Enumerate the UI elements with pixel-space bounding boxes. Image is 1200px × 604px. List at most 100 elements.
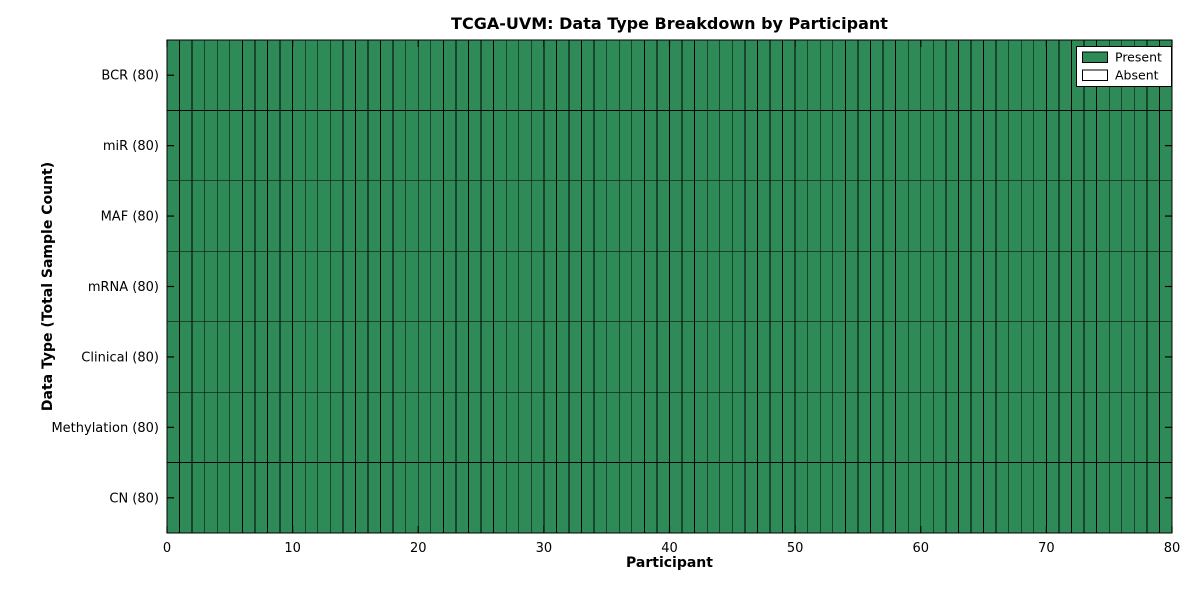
heatmap-cell [254,250,268,323]
heatmap-cell [279,321,293,393]
heatmap-cell [329,250,344,323]
heatmap-cell [1046,462,1060,534]
heatmap-cell [731,180,746,252]
heatmap-cell [1096,110,1110,182]
heatmap-cell [1020,180,1035,252]
heatmap-cell [304,39,319,111]
heatmap-cell [907,39,922,111]
heatmap-cell [254,462,268,534]
heatmap-cell [242,321,256,393]
heatmap-cell [556,321,570,393]
heatmap-cell [1058,39,1072,111]
heatmap-cell [1146,321,1160,393]
heatmap-cell [443,110,457,182]
heatmap-cell [254,391,268,463]
heatmap-cell [1071,321,1085,393]
heatmap-cell [744,39,758,111]
heatmap-cell [757,250,771,323]
heatmap-cell [329,110,344,182]
heatmap-cell [1096,321,1110,393]
heatmap-cell [832,391,846,463]
heatmap-cell [1146,462,1160,534]
heatmap-cell [392,39,407,111]
heatmap-cell [644,180,658,252]
heatmap-cell [417,391,432,463]
heatmap-cell [681,39,695,111]
heatmap-cell [606,391,620,463]
heatmap-cell [1008,462,1022,534]
heatmap-cell [1020,321,1035,393]
legend-label-absent: Absent [1115,68,1159,83]
heatmap-cell [669,39,683,111]
heatmap-cell [932,180,947,252]
heatmap-cell [380,110,394,182]
heatmap-cell [317,250,331,323]
heatmap-cell [480,39,494,111]
heatmap-cell [468,39,482,111]
heatmap-cell [581,391,595,463]
heatmap-cell [254,110,268,182]
heatmap-cell [819,321,834,393]
heatmap-cell [216,180,231,252]
heatmap-cell [342,462,356,534]
heatmap-cell [819,391,834,463]
heatmap-cell [405,391,419,463]
heatmap-cell [731,110,746,182]
heatmap-cell [593,180,608,252]
heatmap-cell [694,321,708,393]
heatmap-cell [769,321,783,393]
heatmap-cell [1046,321,1060,393]
heatmap-cell [995,391,1010,463]
heatmap-cell [618,110,633,182]
axis-tick-labels: 0 10 20 30 40 50 60 70 80 BCR (80) miR (80) MAF (80… [51,69,1180,556]
heatmap-cell [706,321,721,393]
heatmap-cell [706,391,721,463]
heatmap-cell [405,462,419,534]
heatmap-cell [644,321,658,393]
heatmap-cell [932,321,947,393]
heatmap-cell [895,321,909,393]
heatmap-cell [480,321,494,393]
heatmap-cell [706,39,721,111]
heatmap-cell [782,39,796,111]
heatmap-cell [417,180,432,252]
heatmap-cell [1046,391,1060,463]
heatmap-cell [430,110,444,182]
heatmap-cell [794,39,809,111]
heatmap-cell [493,180,507,252]
heatmap-cell [870,250,884,323]
heatmap-cell [1046,39,1060,111]
heatmap-cell [355,180,369,252]
heatmap-cell [342,391,356,463]
heatmap-cell [932,250,947,323]
chart-title: TCGA-UVM: Data Type Breakdown by Partici… [451,14,888,33]
heatmap-cell [757,39,771,111]
heatmap-cell [581,110,595,182]
heatmap-cell [744,110,758,182]
heatmap-cell [807,321,821,393]
heatmap-cell [907,462,922,534]
heatmap-cell [669,110,683,182]
heatmap-cell [631,180,645,252]
heatmap-cell [832,39,846,111]
heatmap-cell [757,321,771,393]
heatmap-cell [920,110,934,182]
heatmap-cell [983,39,997,111]
heatmap-cell [480,250,494,323]
heatmap-cell [681,250,695,323]
heatmap-cell [719,462,733,534]
heatmap-cell [292,321,306,393]
heatmap-cell [1121,391,1135,463]
heatmap-cell [995,250,1010,323]
heatmap-cell [568,250,582,323]
heatmap-cell [694,39,708,111]
heatmap-cell [958,462,972,534]
heatmap-cell [229,110,243,182]
heatmap-cell [958,391,972,463]
heatmap-cell [191,250,206,323]
heatmap-cell [644,391,658,463]
heatmap-cell [254,39,268,111]
heatmap-cell [342,250,356,323]
heatmap-cell [794,180,809,252]
